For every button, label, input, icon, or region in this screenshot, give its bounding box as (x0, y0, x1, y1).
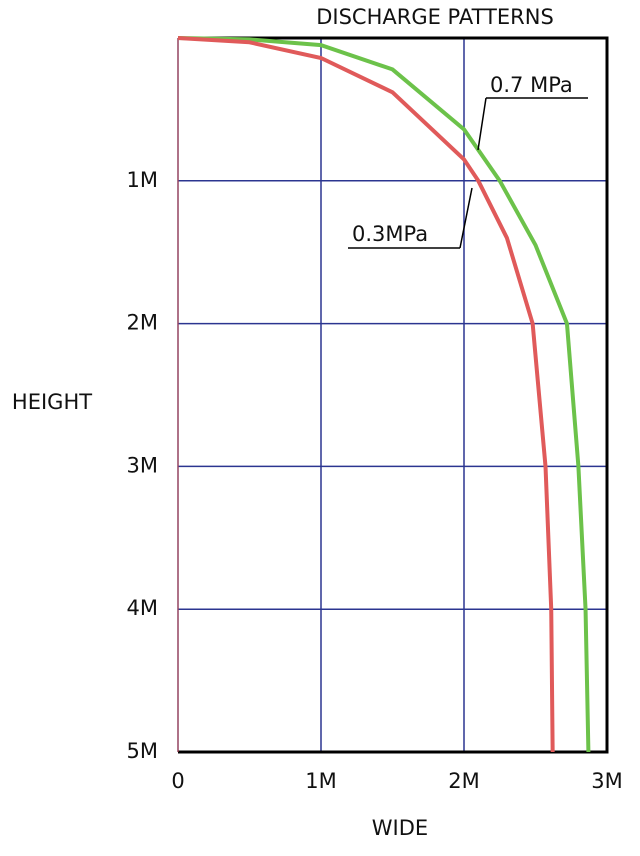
x-tick-label: 2M (448, 769, 479, 793)
y-tick-label: 3M (127, 453, 158, 477)
x-axis-title: WIDE (372, 816, 428, 840)
y-axis-title: HEIGHT (12, 390, 92, 414)
line-series (177, 36, 555, 753)
y-tick-label: 5M (127, 739, 158, 763)
y-tick-label: 2M (127, 311, 158, 335)
line-series (177, 36, 591, 753)
y-tick-label: 1M (127, 168, 158, 192)
x-tick-label: 3M (591, 769, 622, 793)
legend-label: 0.3MPa (352, 222, 428, 246)
x-tick-label: 1M (305, 769, 336, 793)
callout-leader (477, 97, 487, 151)
plot-frame (178, 36, 609, 754)
legend-label: 0.7 MPa (490, 73, 573, 97)
callout-leader (459, 187, 473, 249)
chart-title: DISCHARGE PATTERNS (316, 5, 554, 29)
x-tick-label: 0 (171, 769, 184, 793)
y-tick-label: 4M (127, 596, 158, 620)
